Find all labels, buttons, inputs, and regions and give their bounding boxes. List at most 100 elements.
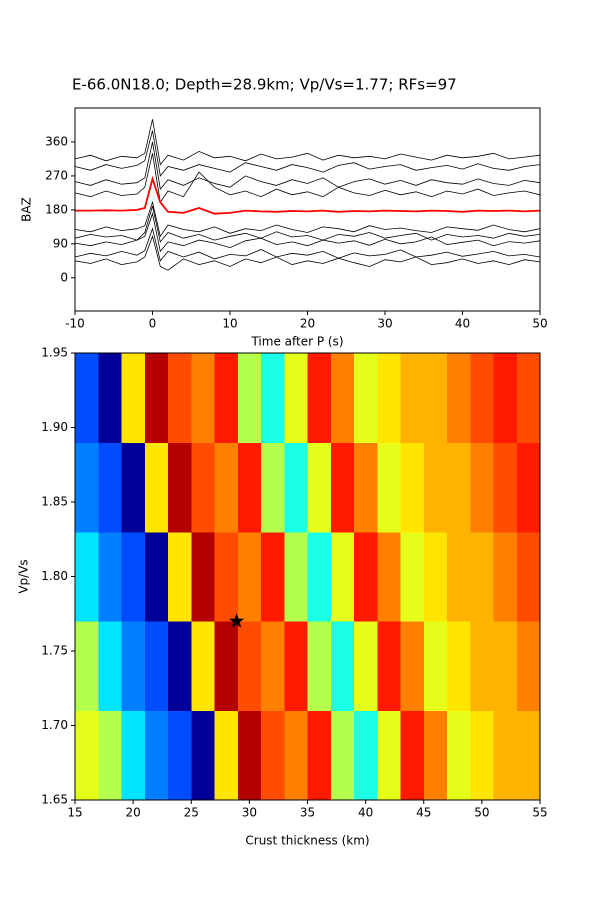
heat-cell — [377, 621, 401, 667]
heat-cell — [493, 665, 518, 712]
heat-cell — [470, 353, 494, 399]
heat-cell — [493, 397, 518, 443]
heat-cell — [307, 710, 332, 756]
heat-cell — [214, 487, 239, 533]
heat-cell — [400, 353, 425, 399]
heat-cell — [261, 442, 285, 488]
x-tick-label: 25 — [184, 806, 199, 820]
heat-cell — [237, 397, 262, 443]
heat-cell — [237, 665, 262, 712]
heat-cell — [493, 442, 518, 488]
heat-cell — [516, 665, 540, 712]
heat-cell — [214, 755, 239, 800]
heat-cell — [400, 576, 425, 622]
heat-cell — [168, 665, 192, 712]
heat-cell — [516, 755, 540, 800]
heat-cell — [144, 487, 169, 533]
heat-cell — [75, 442, 99, 488]
heat-cell — [237, 353, 262, 399]
heat-cell — [516, 442, 540, 488]
heat-cell — [168, 442, 192, 488]
heat-cell — [354, 442, 378, 488]
heat-cell — [284, 755, 308, 800]
heat-cell — [237, 576, 262, 622]
heat-cell — [261, 397, 285, 443]
heat-cell — [121, 665, 146, 712]
heat-cell — [191, 755, 215, 800]
heat-cell — [470, 621, 494, 667]
heat-cell — [261, 487, 285, 533]
heat-cell — [423, 397, 448, 443]
heat-cell — [354, 353, 378, 399]
heat-cell — [98, 576, 122, 622]
x-tick-label: 40 — [358, 806, 373, 820]
heat-cell — [121, 755, 146, 800]
heat-cell — [516, 621, 540, 667]
heat-cell — [261, 621, 285, 667]
heat-cell — [261, 353, 285, 399]
y-axis-label: BAZ — [20, 197, 34, 222]
heat-cell — [214, 397, 239, 443]
x-tick-label: 30 — [377, 317, 392, 331]
heat-cell — [237, 755, 262, 800]
heat-cell — [261, 755, 285, 800]
heat-cell — [516, 397, 540, 443]
heat-cell — [168, 755, 192, 800]
heat-cell — [75, 397, 99, 443]
heat-cell — [377, 442, 401, 488]
heat-cell — [191, 531, 215, 577]
heat-cell — [400, 442, 425, 488]
heat-cell — [261, 576, 285, 622]
heat-cell — [400, 621, 425, 667]
heat-cell — [284, 621, 308, 667]
y-tick-label: 360 — [45, 134, 68, 148]
heat-cell — [121, 710, 146, 756]
heat-cell — [516, 576, 540, 622]
heat-cell — [168, 397, 192, 443]
y-tick-label: 90 — [53, 236, 68, 250]
heat-cell — [423, 755, 448, 800]
x-tick-label: 45 — [416, 806, 431, 820]
x-tick-label: 0 — [149, 317, 157, 331]
trace — [75, 200, 540, 238]
heat-cell — [144, 665, 169, 712]
trace — [75, 175, 540, 215]
heat-cell — [377, 710, 401, 756]
heat-cell — [330, 710, 355, 756]
trace — [75, 130, 540, 177]
heat-cell — [516, 487, 540, 533]
heat-cell — [377, 531, 401, 577]
heat-cell — [144, 397, 169, 443]
heat-cell — [168, 710, 192, 756]
heat-cell — [121, 442, 146, 488]
y-tick-label: 1.75 — [41, 644, 68, 658]
y-tick-label: 1.70 — [41, 718, 68, 732]
heat-cell — [191, 621, 215, 667]
heat-cell — [75, 710, 99, 756]
heat-cell — [354, 397, 378, 443]
x-tick-label: 10 — [222, 317, 237, 331]
heat-cell — [168, 576, 192, 622]
heat-cell — [447, 487, 471, 533]
heat-cell — [307, 665, 332, 712]
heat-cell — [423, 353, 448, 399]
heat-cell — [447, 710, 471, 756]
heat-cell — [470, 710, 494, 756]
heat-cell — [121, 487, 146, 533]
y-tick-label: 1.65 — [41, 793, 68, 807]
heat-cell — [214, 442, 239, 488]
heat-cell — [423, 710, 448, 756]
heat-cell — [144, 755, 169, 800]
heat-cell — [470, 442, 494, 488]
heat-cell — [121, 397, 146, 443]
heat-cell — [261, 710, 285, 756]
heat-cell — [447, 397, 471, 443]
heat-cell — [330, 442, 355, 488]
heat-cell — [447, 442, 471, 488]
heat-cell — [191, 442, 215, 488]
heat-cell — [493, 710, 518, 756]
trace — [75, 119, 540, 166]
heat-cell — [168, 353, 192, 399]
heat-cell — [191, 397, 215, 443]
heat-cell — [121, 531, 146, 577]
